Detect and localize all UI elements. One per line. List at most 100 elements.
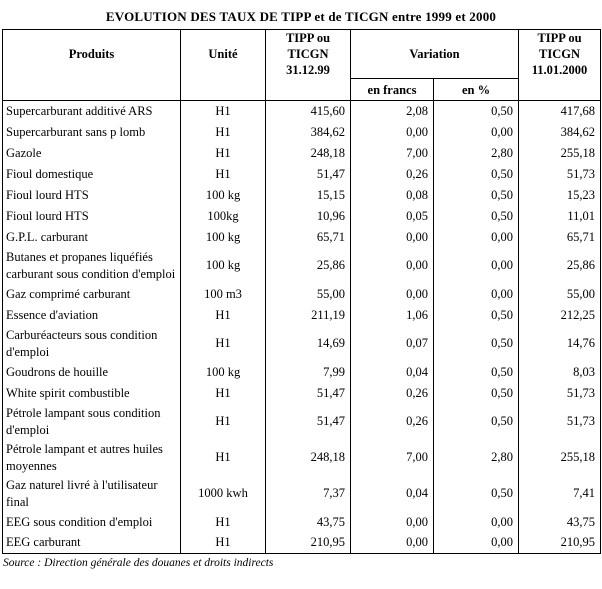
cell-tipp-311299: 25,86 bbox=[265, 247, 351, 284]
table-row: Pétrole lampant et autres huiles moyenne… bbox=[2, 439, 601, 476]
cell-variation-francs: 0,05 bbox=[350, 205, 434, 227]
cell-tipp-11012000: 15,23 bbox=[518, 184, 601, 206]
cell-variation-pct: 0,50 bbox=[433, 184, 519, 206]
cell-tipp-11012000: 55,00 bbox=[518, 283, 601, 305]
cell-produit: Pétrole lampant et autres huiles moyenne… bbox=[2, 439, 181, 476]
cell-tipp-11012000: 8,03 bbox=[518, 361, 601, 383]
cell-variation-pct: 0,00 bbox=[433, 247, 519, 284]
cell-tipp-311299: 15,15 bbox=[265, 184, 351, 206]
cell-variation-pct: 0,00 bbox=[433, 121, 519, 143]
cell-variation-francs: 2,08 bbox=[350, 100, 434, 122]
cell-produit: White spirit combustible bbox=[2, 382, 181, 404]
cell-variation-francs: 1,06 bbox=[350, 304, 434, 326]
cell-produit: Fioul lourd HTS bbox=[2, 205, 181, 227]
cell-unite: 100 kg bbox=[180, 247, 266, 284]
table-row: G.P.L. carburant 100 kg 65,71 0,00 0,00 … bbox=[2, 226, 601, 248]
cell-variation-pct: 0,50 bbox=[433, 205, 519, 227]
cell-unite: 100 m3 bbox=[180, 283, 266, 305]
cell-variation-pct: 0,50 bbox=[433, 304, 519, 326]
cell-variation-francs: 0,08 bbox=[350, 184, 434, 206]
cell-tipp-311299: 10,96 bbox=[265, 205, 351, 227]
table-header: Produits Unité TIPP ou TICGN 31.12.99 Va… bbox=[2, 29, 601, 101]
cell-produit: Gazole bbox=[2, 142, 181, 164]
cell-unite: H1 bbox=[180, 382, 266, 404]
cell-tipp-311299: 51,47 bbox=[265, 382, 351, 404]
cell-produit: Fioul lourd HTS bbox=[2, 184, 181, 206]
cell-variation-francs: 7,00 bbox=[350, 439, 434, 476]
cell-tipp-311299: 51,47 bbox=[265, 403, 351, 440]
cell-variation-pct: 2,80 bbox=[433, 142, 519, 164]
cell-tipp-311299: 210,95 bbox=[265, 532, 351, 554]
cell-unite: H1 bbox=[180, 142, 266, 164]
cell-unite: H1 bbox=[180, 163, 266, 185]
cell-produit: Goudrons de houille bbox=[2, 361, 181, 383]
cell-variation-pct: 0,50 bbox=[433, 361, 519, 383]
cell-tipp-11012000: 11,01 bbox=[518, 205, 601, 227]
cell-tipp-11012000: 14,76 bbox=[518, 325, 601, 362]
cell-variation-francs: 0,00 bbox=[350, 121, 434, 143]
cell-produit: Pétrole lampant sous condition d'emploi bbox=[2, 403, 181, 440]
cell-tipp-11012000: 65,71 bbox=[518, 226, 601, 248]
cell-tipp-311299: 7,37 bbox=[265, 475, 351, 512]
column-header-en-francs: en francs bbox=[350, 78, 434, 101]
cell-tipp-11012000: 51,73 bbox=[518, 382, 601, 404]
cell-unite: H1 bbox=[180, 403, 266, 440]
cell-unite: H1 bbox=[180, 439, 266, 476]
cell-tipp-311299: 248,18 bbox=[265, 142, 351, 164]
table-row: Carburéacteurs sous condition d'emploi H… bbox=[2, 325, 601, 362]
column-header-variation: Variation bbox=[350, 29, 519, 80]
header-row-top: Produits Unité TIPP ou TICGN 31.12.99 Va… bbox=[2, 29, 601, 101]
cell-tipp-11012000: 51,73 bbox=[518, 163, 601, 185]
cell-tipp-311299: 7,99 bbox=[265, 361, 351, 383]
cell-variation-pct: 0,00 bbox=[433, 226, 519, 248]
cell-variation-pct: 2,80 bbox=[433, 439, 519, 476]
cell-tipp-11012000: 417,68 bbox=[518, 100, 601, 122]
cell-variation-francs: 0,26 bbox=[350, 382, 434, 404]
cell-unite: 100kg bbox=[180, 205, 266, 227]
cell-unite: H1 bbox=[180, 325, 266, 362]
cell-variation-francs: 7,00 bbox=[350, 142, 434, 164]
column-header-produits: Produits bbox=[2, 29, 181, 101]
cell-produit: Butanes et propanes liquéfiés carburant … bbox=[2, 247, 181, 284]
cell-variation-pct: 0,50 bbox=[433, 163, 519, 185]
table-row: Fioul lourd HTS 100kg 10,96 0,05 0,50 11… bbox=[2, 205, 601, 227]
cell-produit: Fioul domestique bbox=[2, 163, 181, 185]
cell-produit: Supercarburant sans p lomb bbox=[2, 121, 181, 143]
cell-unite: H1 bbox=[180, 532, 266, 554]
table-row: Fioul lourd HTS 100 kg 15,15 0,08 0,50 1… bbox=[2, 184, 601, 206]
cell-variation-francs: 0,00 bbox=[350, 283, 434, 305]
cell-tipp-11012000: 51,73 bbox=[518, 403, 601, 440]
cell-tipp-311299: 211,19 bbox=[265, 304, 351, 326]
cell-produit: EEG sous condition d'emploi bbox=[2, 511, 181, 533]
cell-variation-francs: 0,00 bbox=[350, 511, 434, 533]
cell-variation-francs: 0,00 bbox=[350, 247, 434, 284]
cell-tipp-311299: 415,60 bbox=[265, 100, 351, 122]
cell-variation-francs: 0,00 bbox=[350, 226, 434, 248]
table-row: Gaz comprimé carburant 100 m3 55,00 0,00… bbox=[2, 283, 601, 305]
column-header-tipp-311299: TIPP ou TICGN 31.12.99 bbox=[265, 29, 351, 101]
cell-variation-francs: 0,04 bbox=[350, 361, 434, 383]
cell-unite: 100 kg bbox=[180, 361, 266, 383]
cell-unite: 100 kg bbox=[180, 226, 266, 248]
table-row: Gaz naturel livré à l'utilisateur final … bbox=[2, 475, 601, 512]
cell-variation-pct: 0,50 bbox=[433, 382, 519, 404]
cell-variation-pct: 0,50 bbox=[433, 100, 519, 122]
cell-tipp-11012000: 212,25 bbox=[518, 304, 601, 326]
table-row: EEG carburant H1 210,95 0,00 0,00 210,95 bbox=[2, 532, 601, 554]
cell-produit: Gaz naturel livré à l'utilisateur final bbox=[2, 475, 181, 512]
cell-variation-francs: 0,04 bbox=[350, 475, 434, 512]
table-row: Essence d'aviation H1 211,19 1,06 0,50 2… bbox=[2, 304, 601, 326]
cell-tipp-311299: 14,69 bbox=[265, 325, 351, 362]
cell-tipp-11012000: 7,41 bbox=[518, 475, 601, 512]
cell-produit: Essence d'aviation bbox=[2, 304, 181, 326]
cell-variation-francs: 0,07 bbox=[350, 325, 434, 362]
cell-tipp-11012000: 255,18 bbox=[518, 439, 601, 476]
header-row-sub: en francs en % bbox=[3, 78, 601, 101]
table-row: Butanes et propanes liquéfiés carburant … bbox=[2, 247, 601, 284]
column-header-unite: Unité bbox=[180, 29, 266, 101]
cell-unite: 100 kg bbox=[180, 184, 266, 206]
cell-unite: H1 bbox=[180, 121, 266, 143]
cell-variation-pct: 0,00 bbox=[433, 511, 519, 533]
cell-tipp-11012000: 255,18 bbox=[518, 142, 601, 164]
